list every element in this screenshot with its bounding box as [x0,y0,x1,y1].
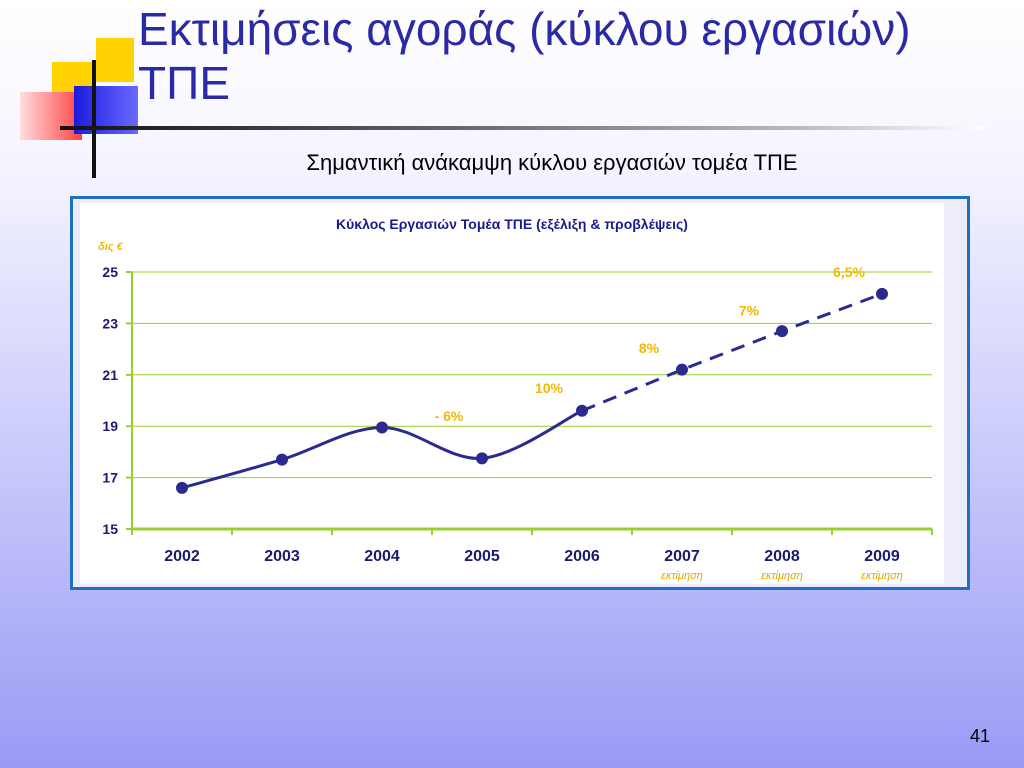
x-tick-label-2004: 2004 [364,548,400,565]
decor-yellow-square-top [96,38,134,82]
x-tick-label-2009: 2009 [864,548,900,565]
data-point-2002 [176,481,188,494]
data-point-2005 [476,452,488,465]
data-label-2008: 7% [739,303,760,319]
y-tick-label: 17 [102,470,118,486]
decor-vertical-line [92,60,96,178]
data-point-2008 [776,325,788,338]
decor-red-square [20,92,82,140]
data-point-2009 [876,287,888,300]
x-tick-label-2005: 2005 [464,548,500,565]
data-point-2006 [576,404,588,417]
slide-subtitle: Σημαντική ανάκαμψη κύκλου εργασιών τομέα… [306,150,798,175]
slide-title: Εκτιμήσεις αγοράς (κύκλου εργασιών) ΤΠΕ [138,3,911,109]
x-tick-note-2007: εκτίμηση [661,570,703,582]
x-tick-note-2009: εκτίμηση [861,570,903,582]
data-point-2007 [676,363,688,376]
x-tick-note-2008: εκτίμηση [761,570,803,582]
series-line-forecast [581,292,883,413]
y-tick-label: 25 [102,264,118,280]
data-label-2005: - 6% [435,408,464,424]
x-tick-label-2006: 2006 [564,548,600,565]
data-label-2009: 6,5% [833,264,865,280]
chart-title: Κύκλος Εργασιών Τομέα ΤΠΕ (εξέλιξη & προ… [336,216,688,232]
decor-horizontal-line [60,126,986,130]
y-tick-label: 19 [102,418,118,434]
y-tick-label: 23 [102,315,118,331]
data-label-2007: 8% [639,340,660,356]
x-tick-label-2003: 2003 [264,548,300,565]
data-point-2003 [276,453,288,466]
x-tick-label-2008: 2008 [764,548,800,565]
y-tick-label: 15 [102,521,118,537]
chart-panel [80,203,944,584]
data-label-2006: 10% [535,380,564,396]
y-axis-unit-label: δις € [98,241,124,253]
data-point-2004 [376,421,388,434]
x-tick-label-2002: 2002 [164,548,200,565]
x-tick-label-2007: 2007 [664,548,700,565]
page-number: 41 [969,726,990,746]
y-tick-label: 21 [102,367,118,383]
